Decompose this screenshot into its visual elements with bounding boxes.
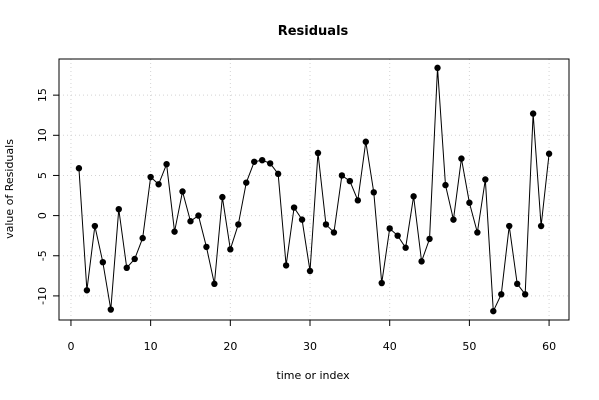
data-point-37 <box>362 138 369 145</box>
data-point-11 <box>155 181 162 188</box>
data-point-12 <box>163 161 170 168</box>
y-tick-label-15: 15 <box>36 88 49 102</box>
data-point-53 <box>490 307 497 315</box>
data-point-14 <box>179 188 186 195</box>
data-point-28 <box>290 204 298 211</box>
data-point-58 <box>529 110 537 117</box>
data-point-31 <box>314 149 322 157</box>
x-tick-label-30: 30 <box>303 340 317 353</box>
data-point-47 <box>442 181 449 189</box>
data-point-54 <box>498 291 505 298</box>
data-point-18 <box>211 280 218 288</box>
y-tick-label-5: 5 <box>36 172 49 179</box>
chart-title: Residuals <box>278 24 349 39</box>
data-point-22 <box>243 179 250 186</box>
data-point-26 <box>274 170 282 178</box>
data-point-27 <box>282 262 290 269</box>
data-point-10 <box>147 173 154 181</box>
data-point-35 <box>346 177 354 185</box>
data-point-23 <box>251 158 258 165</box>
data-point-44 <box>418 258 425 265</box>
series-line <box>78 67 550 312</box>
data-point-15 <box>187 218 194 225</box>
data-point-3 <box>91 222 99 230</box>
data-point-9 <box>139 234 146 242</box>
x-tick-label-40: 40 <box>383 340 397 353</box>
series-residuals <box>75 64 553 315</box>
data-point-16 <box>195 212 202 219</box>
data-point-1 <box>75 165 83 172</box>
data-point-8 <box>131 255 138 263</box>
data-point-19 <box>219 193 226 201</box>
y-tick-label--5: -5 <box>36 250 49 261</box>
data-point-4 <box>99 258 107 266</box>
data-point-59 <box>537 222 545 230</box>
x-tick-label-20: 20 <box>223 340 237 353</box>
data-point-43 <box>410 193 417 200</box>
data-point-7 <box>123 264 130 271</box>
data-point-21 <box>235 221 242 228</box>
data-point-36 <box>354 197 362 204</box>
data-point-38 <box>370 189 377 196</box>
x-tick-label-0: 0 <box>67 340 74 353</box>
grid <box>59 59 569 320</box>
data-point-51 <box>474 229 481 236</box>
data-point-40 <box>386 225 393 232</box>
data-point-33 <box>330 229 338 236</box>
data-point-45 <box>426 235 433 243</box>
data-point-56 <box>514 280 521 288</box>
y-axis-label: value of Residuals <box>3 139 16 239</box>
y-tick-label-10: 10 <box>36 128 49 142</box>
data-point-60 <box>545 150 553 157</box>
x-tick-label-50: 50 <box>462 340 476 353</box>
x-axis-label: time or index <box>276 369 350 382</box>
data-point-55 <box>506 222 513 230</box>
plot-frame <box>58 58 570 321</box>
data-point-2 <box>83 287 91 294</box>
data-point-30 <box>306 267 314 275</box>
data-point-6 <box>115 205 122 213</box>
data-point-41 <box>394 232 401 239</box>
data-point-5 <box>107 306 115 313</box>
data-point-52 <box>482 176 489 183</box>
data-point-50 <box>466 199 473 206</box>
data-point-48 <box>450 216 457 223</box>
data-point-39 <box>378 279 385 287</box>
y-tick-label-0: 0 <box>36 212 49 219</box>
data-point-25 <box>266 160 274 167</box>
data-point-42 <box>402 244 409 251</box>
y-tick-label--10: -10 <box>36 287 49 305</box>
data-point-32 <box>322 221 330 228</box>
data-point-34 <box>338 172 346 179</box>
data-point-13 <box>171 228 178 235</box>
x-axis: 0 10 20 30 40 50 60 <box>67 319 556 353</box>
data-point-24 <box>259 156 266 164</box>
data-point-57 <box>521 291 529 298</box>
data-point-20 <box>227 246 234 253</box>
x-tick-label-10: 10 <box>144 340 158 353</box>
data-point-49 <box>458 155 465 162</box>
data-point-17 <box>203 243 210 251</box>
data-point-29 <box>298 216 306 223</box>
x-tick-label-60: 60 <box>542 340 556 353</box>
data-point-46 <box>434 64 441 72</box>
y-axis: -10 -5 0 5 10 15 <box>36 88 60 305</box>
